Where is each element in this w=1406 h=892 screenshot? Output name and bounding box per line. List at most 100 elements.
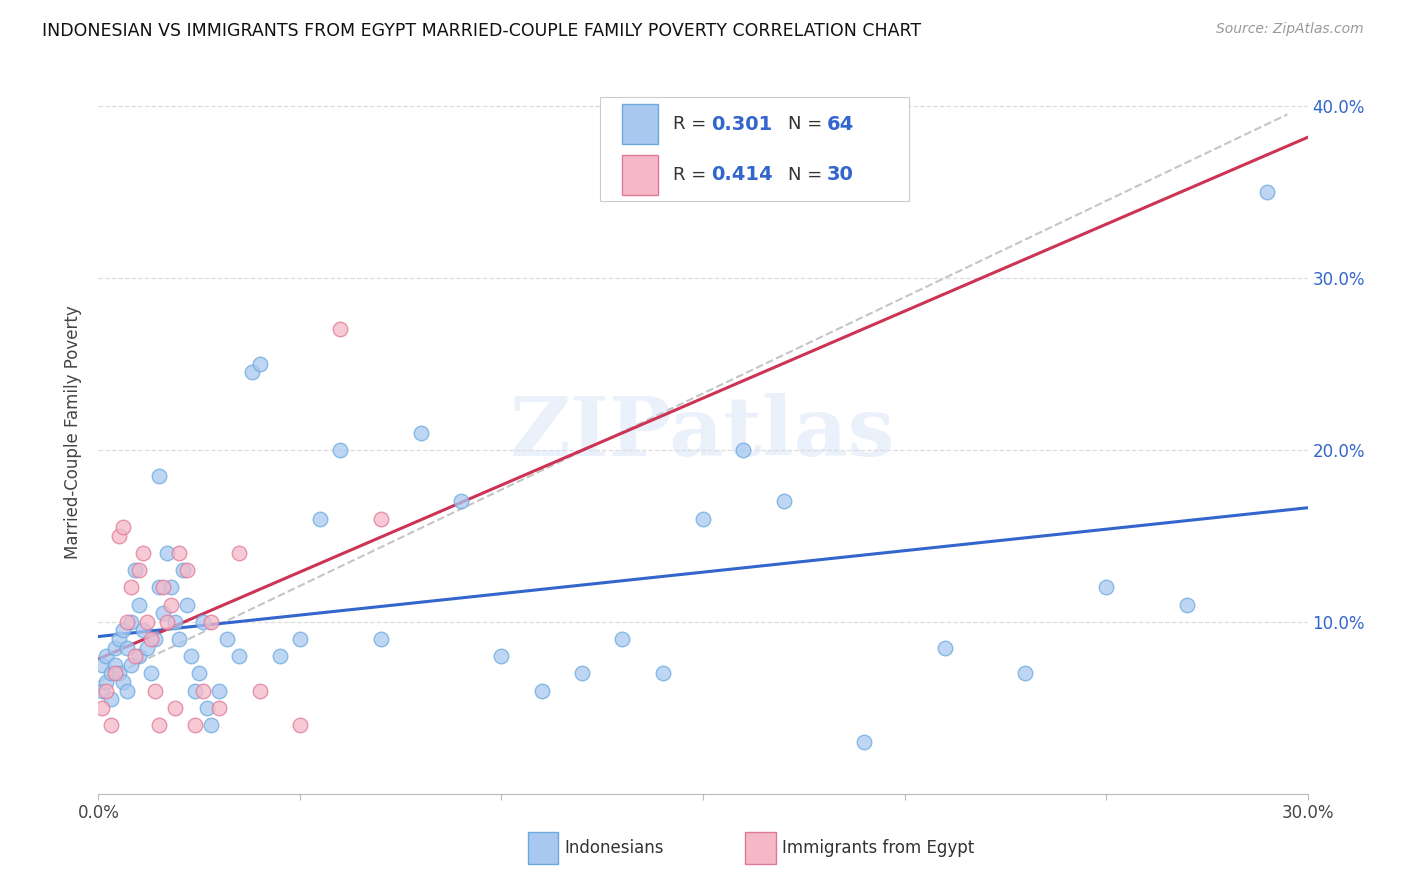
- Text: Source: ZipAtlas.com: Source: ZipAtlas.com: [1216, 22, 1364, 37]
- Point: [163, 615, 186, 629]
- Text: 30: 30: [827, 165, 853, 184]
- Point: [100, 666, 122, 681]
- Text: R =: R =: [672, 115, 711, 133]
- Point: [111, 624, 134, 638]
- Point: [228, 546, 250, 560]
- Point: [128, 563, 150, 577]
- Point: [143, 683, 166, 698]
- Point: [934, 640, 956, 655]
- Point: [103, 666, 125, 681]
- Point: [107, 632, 129, 646]
- Point: [124, 563, 146, 577]
- Point: [612, 632, 634, 646]
- Point: [208, 701, 231, 715]
- Point: [249, 683, 271, 698]
- Point: [288, 632, 311, 646]
- Point: [120, 615, 142, 629]
- Bar: [527, 832, 558, 864]
- Point: [370, 632, 392, 646]
- Bar: [745, 832, 776, 864]
- Point: [156, 615, 179, 629]
- Point: [148, 581, 170, 595]
- Point: [450, 494, 472, 508]
- Point: [193, 683, 215, 698]
- Point: [184, 683, 207, 698]
- Point: [200, 615, 222, 629]
- Point: [184, 718, 207, 732]
- Point: [91, 701, 114, 715]
- Point: [1256, 185, 1278, 199]
- Text: N =: N =: [787, 166, 828, 184]
- Point: [96, 683, 118, 698]
- Point: [692, 511, 714, 525]
- Point: [135, 640, 157, 655]
- Point: [651, 666, 673, 681]
- Text: Indonesians: Indonesians: [564, 839, 664, 857]
- Point: [249, 357, 271, 371]
- Point: [530, 683, 553, 698]
- Point: [491, 649, 513, 664]
- Point: [132, 546, 155, 560]
- Point: [139, 666, 162, 681]
- Point: [1014, 666, 1036, 681]
- Point: [240, 366, 263, 380]
- Point: [160, 598, 183, 612]
- Point: [143, 632, 166, 646]
- Point: [156, 546, 179, 560]
- Point: [152, 607, 174, 621]
- Point: [329, 442, 352, 457]
- Point: [115, 640, 138, 655]
- Point: [124, 649, 146, 664]
- Point: [100, 718, 122, 732]
- Text: INDONESIAN VS IMMIGRANTS FROM EGYPT MARRIED-COUPLE FAMILY POVERTY CORRELATION CH: INDONESIAN VS IMMIGRANTS FROM EGYPT MARR…: [42, 22, 921, 40]
- Point: [853, 735, 876, 749]
- Point: [100, 692, 122, 706]
- Point: [96, 675, 118, 690]
- Text: 64: 64: [827, 114, 853, 134]
- Point: [329, 322, 352, 336]
- Point: [120, 581, 142, 595]
- Point: [208, 683, 231, 698]
- Point: [409, 425, 432, 440]
- Point: [139, 632, 162, 646]
- Point: [228, 649, 250, 664]
- Point: [167, 632, 190, 646]
- Point: [148, 718, 170, 732]
- Point: [128, 649, 150, 664]
- Text: N =: N =: [787, 115, 828, 133]
- Point: [120, 657, 142, 672]
- Point: [217, 632, 239, 646]
- Text: Immigrants from Egypt: Immigrants from Egypt: [782, 839, 974, 857]
- Text: 0.414: 0.414: [711, 165, 773, 184]
- Point: [176, 598, 198, 612]
- Point: [103, 640, 125, 655]
- Point: [188, 666, 211, 681]
- Point: [111, 520, 134, 534]
- Point: [370, 511, 392, 525]
- Point: [152, 581, 174, 595]
- Point: [1175, 598, 1198, 612]
- Point: [309, 511, 332, 525]
- Point: [176, 563, 198, 577]
- Point: [163, 701, 186, 715]
- FancyBboxPatch shape: [600, 96, 908, 202]
- Bar: [621, 155, 658, 194]
- Point: [1095, 581, 1118, 595]
- Point: [128, 598, 150, 612]
- Text: R =: R =: [672, 166, 711, 184]
- Point: [193, 615, 215, 629]
- Point: [132, 624, 155, 638]
- Point: [733, 442, 755, 457]
- Point: [180, 649, 202, 664]
- Point: [111, 675, 134, 690]
- Bar: [621, 104, 658, 144]
- Point: [148, 468, 170, 483]
- Point: [96, 649, 118, 664]
- Point: [135, 615, 157, 629]
- Point: [91, 657, 114, 672]
- Point: [160, 581, 183, 595]
- Point: [172, 563, 194, 577]
- Point: [167, 546, 190, 560]
- Point: [115, 615, 138, 629]
- Text: ZIPatlas: ZIPatlas: [510, 392, 896, 473]
